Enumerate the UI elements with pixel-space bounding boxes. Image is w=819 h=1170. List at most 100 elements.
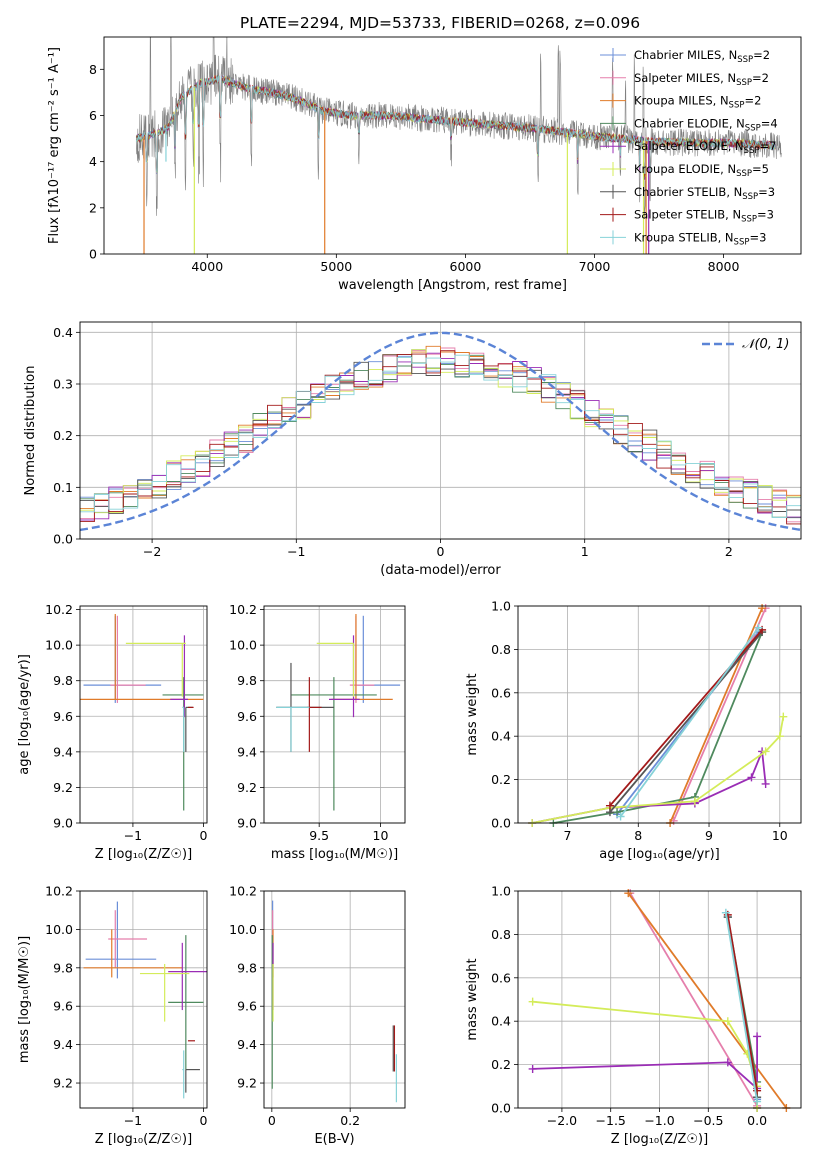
residual-histogram — [80, 354, 801, 518]
y-axis-label: age [log₁₀(age/yr)] — [17, 654, 32, 775]
weight-vs-metallicity-panel: −2.0 −1.5 −1.0 −0.5 0.0 0.0 0.2 0.4 0.6 0.8 1.0 Z [… — [465, 884, 802, 1147]
x-tick-label: 10 — [772, 828, 788, 843]
y-tick-label: 0.2 — [491, 1057, 511, 1072]
y-tick-label: 9.8 — [237, 673, 257, 688]
y-tick-label: 1.0 — [491, 884, 511, 899]
y-tick-label: 2 — [89, 200, 97, 215]
weight-point — [758, 604, 767, 613]
x-tick-label: −1 — [287, 544, 305, 559]
weight-point — [761, 779, 770, 788]
x-tick-label: 9.5 — [309, 828, 329, 843]
legend-entry: Chabrier MILES, NSSP=2 — [634, 48, 770, 65]
x-tick-label: 9 — [705, 828, 713, 843]
y-tick-label: 9.4 — [53, 744, 73, 759]
weight-line — [553, 631, 763, 823]
y-tick-label: 9.4 — [237, 744, 257, 759]
y-tick-label: 0.3 — [53, 377, 73, 392]
y-tick-label: 0.8 — [491, 927, 511, 942]
mass-vs-metallicity-panel: −1 0 9.2 9.4 9.6 9.8 10.0 10.2 Z [log₁₀(Z/Z☉)] ma… — [17, 884, 207, 1148]
weight-line — [609, 631, 763, 813]
y-tick-label: 9.2 — [53, 1076, 73, 1091]
axes-frame — [263, 890, 406, 1109]
x-axis-label: Z [log₁₀(Z/Z☉)] — [95, 1132, 192, 1147]
weight-line — [726, 914, 758, 1091]
weight-line — [619, 627, 760, 818]
weight-point — [754, 623, 763, 632]
y-tick-label: 0.1 — [53, 480, 73, 495]
y-tick-label: 0.2 — [491, 772, 511, 787]
weight-point — [616, 812, 625, 821]
x-tick-label: −1.0 — [644, 1113, 674, 1128]
y-axis-label: Flux [fλ10⁻¹⁷ erg cm⁻² s⁻¹ A⁻¹] — [47, 47, 62, 244]
x-tick-label: 0 — [268, 1113, 276, 1128]
legend-text: Chabrier ELODIE, N — [634, 116, 745, 130]
weight-point — [753, 1097, 762, 1106]
weight-line — [532, 1000, 758, 1108]
legend-subscript: SSP — [741, 215, 757, 225]
weight-line — [629, 892, 758, 1107]
weight-point — [690, 797, 699, 806]
legend-subscript: SSP — [745, 123, 761, 133]
y-tick-label: 9.0 — [53, 816, 73, 831]
y-tick-label: 10.0 — [229, 638, 257, 653]
y-tick-label: 9.8 — [53, 960, 73, 975]
weight-line — [532, 1036, 758, 1108]
y-tick-label: 0 — [89, 247, 97, 262]
x-axis-label: Z [log₁₀(Z/Z☉)] — [95, 847, 192, 862]
x-tick-label: −2.0 — [547, 1113, 577, 1128]
y-tick-label: 9.0 — [237, 816, 257, 831]
x-tick-label: 8 — [634, 828, 642, 843]
y-tick-label: 9.4 — [237, 1037, 257, 1052]
legend-text: Chabrier MILES, N — [634, 48, 737, 62]
y-tick-label: 9.6 — [53, 999, 73, 1014]
mass-vs-ebv-panel: 0 0.2 9.2 9.4 9.6 9.8 10.0 10.2 E(B-V) — [229, 884, 406, 1147]
weight-line — [725, 912, 758, 1102]
weight-point — [761, 747, 770, 756]
x-tick-label: −1.5 — [596, 1113, 626, 1128]
legend-text: Salpeter MILES, N — [634, 71, 736, 85]
x-tick-label: −1 — [124, 828, 142, 843]
axes-frame — [517, 890, 802, 1109]
weight-point — [753, 1032, 762, 1041]
y-tick-label: 0.4 — [53, 325, 73, 340]
residuals-panel: −2 −1 0 1 2 0.0 0.1 0.2 0.3 0.4 (data-model)/error… — [23, 321, 802, 578]
y-tick-label: 0.4 — [491, 729, 511, 744]
x-tick-label: 6000 — [450, 259, 482, 274]
x-tick-label: 8000 — [708, 259, 740, 274]
legend-suffix: =3 — [757, 208, 774, 222]
axes-frame — [79, 890, 208, 1109]
legend-suffix: =4 — [761, 116, 778, 130]
x-tick-label: 7000 — [579, 259, 611, 274]
y-tick-label: 0.6 — [491, 685, 511, 700]
y-tick-label: 9.2 — [237, 780, 257, 795]
x-tick-label: −0.5 — [693, 1113, 723, 1128]
weight-point — [528, 1064, 537, 1073]
y-tick-label: 6 — [89, 108, 97, 123]
y-tick-label: 10.0 — [45, 922, 73, 937]
y-tick-label: 10.2 — [45, 602, 73, 617]
legend-suffix: =3 — [758, 185, 775, 199]
y-axis-label: mass weight — [465, 958, 480, 1040]
model-spectrum — [135, 75, 776, 175]
y-tick-label: 9.2 — [53, 780, 73, 795]
weight-vs-age-panel: 7 8 9 10 0.0 0.2 0.4 0.6 0.8 1.0 age [log₁₀(age/yr… — [465, 599, 802, 862]
weight-point — [613, 808, 622, 817]
y-tick-label: 9.2 — [237, 1076, 257, 1091]
axes-frame — [79, 605, 208, 824]
weight-point — [624, 889, 633, 898]
y-tick-label: 9.6 — [237, 709, 257, 724]
weight-point — [723, 1017, 732, 1026]
weight-line — [672, 607, 767, 822]
x-axis-label: (data-model)/error — [380, 563, 501, 578]
x-tick-label: 4000 — [191, 259, 223, 274]
axes-frame — [79, 321, 802, 540]
axes-frame — [263, 605, 406, 824]
y-tick-label: 10.0 — [229, 922, 257, 937]
y-tick-label: 0.0 — [491, 1101, 511, 1116]
legend-subscript: SSP — [742, 192, 758, 202]
legend-suffix: =2 — [753, 48, 770, 62]
legend-text: Salpeter STELIB, N — [634, 208, 741, 222]
y-tick-label: 10.0 — [45, 638, 73, 653]
y-tick-label: 0.2 — [53, 428, 73, 443]
